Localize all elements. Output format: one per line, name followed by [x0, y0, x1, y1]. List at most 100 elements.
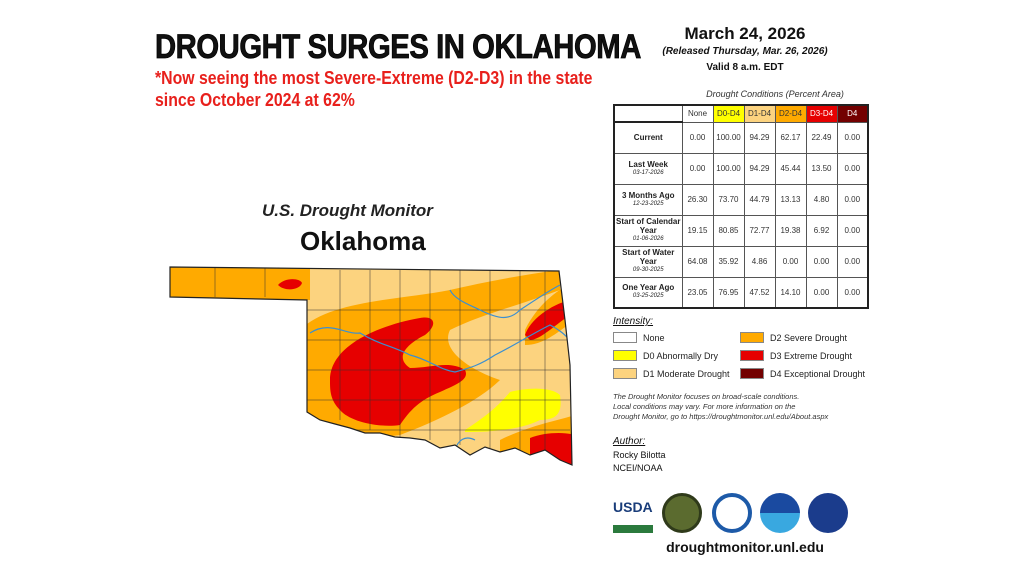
noaa-logo [760, 493, 800, 533]
row-label-text: Start of Calendar Year [616, 217, 681, 235]
nasa-logo [808, 493, 848, 533]
legend-swatch [740, 350, 764, 361]
note-line: Local conditions may vary. For more info… [613, 402, 796, 411]
d3-central [330, 317, 466, 426]
table-cell: 0.00 [836, 276, 869, 309]
table-cell: 0.00 [836, 183, 869, 216]
note-line: The Drought Monitor focuses on broad-sca… [613, 392, 800, 401]
row-label-text: Start of Water Year [622, 248, 675, 266]
table-cell: 62.17 [774, 121, 807, 154]
usda-logo: USDA [613, 493, 653, 533]
table-cell: 47.52 [743, 276, 776, 309]
row-label: Last Week 03-17-2026 [613, 152, 683, 185]
author-heading: Author: [613, 436, 646, 447]
legend-title: Intensity: [613, 316, 654, 327]
table-cell: 0.00 [836, 121, 869, 154]
table-row: 3 Months Ago 12-23-2025 26.30 73.70 44.79 13.… [613, 183, 869, 216]
row-date: 03-25-2025 [632, 293, 664, 300]
release-date: (Released Thursday, Mar. 26, 2026) [662, 46, 828, 57]
d3-panhandle [278, 279, 302, 290]
row-label: One Year Ago 03-25-2025 [613, 276, 683, 309]
note-line: Drought Monitor, go to https://droughtmo… [613, 412, 829, 421]
table-cell: 0.00 [805, 245, 838, 278]
report-date: March 24, 2026 [684, 24, 806, 43]
d3-southeast [530, 433, 572, 465]
legend-label: None [643, 332, 665, 343]
table-cell: 26.30 [681, 183, 714, 216]
row-date: 01-06-2026 [632, 236, 664, 242]
col-none: None [681, 104, 714, 123]
website-url: droughtmonitor.unl.edu [666, 539, 824, 555]
table-cell: 4.86 [743, 245, 776, 278]
map-title: U.S. Drought Monitor [262, 201, 433, 220]
table-cell: 45.44 [774, 152, 807, 185]
table-cell: 94.29 [743, 152, 776, 185]
table-cell: 4.80 [805, 183, 838, 216]
col-d3-d4: D3-D4 [805, 104, 838, 123]
d0-southeast [465, 388, 561, 432]
legend-label: D2 Severe Drought [770, 332, 848, 343]
row-label-text: Current [633, 133, 663, 143]
oklahoma-drought-map [169, 266, 573, 466]
disclaimer-note: The Drought Monitor focuses on broad-sca… [613, 392, 883, 422]
table-row: One Year Ago 03-25-2025 23.05 76.95 47.52 14.… [613, 276, 869, 309]
legend-item: D3 Extreme Drought [740, 350, 852, 361]
legend-label: D3 Extreme Drought [770, 350, 853, 361]
col-d1-d4: D1-D4 [743, 104, 776, 123]
row-date: 12-23-2025 [632, 200, 664, 207]
table-cell: 72.77 [743, 214, 776, 247]
d2-panhandle [170, 267, 310, 300]
table-row: Current 0.00 100.00 94.29 62.17 22.49 0.00 [613, 121, 869, 154]
table-cell: 23.05 [681, 276, 714, 309]
author-name: Rocky Bilotta [613, 450, 666, 460]
legend-item: D4 Exceptional Drought [740, 368, 865, 379]
author-org: NCEI/NOAA [613, 463, 663, 473]
drought-conditions-table: None D0-D4 D1-D4 D2-D4 D3-D4 D4 Current 0… [613, 104, 869, 309]
table-cell: 73.70 [712, 183, 745, 216]
table-cell: 44.79 [743, 183, 776, 216]
table-cell: 64.08 [681, 245, 714, 278]
legend-item: D0 Abnormally Dry [613, 350, 718, 361]
legend-item: D1 Moderate Drought [613, 368, 730, 379]
table-cell: 0.00 [681, 152, 714, 185]
table-cell: 13.50 [805, 152, 838, 185]
row-date: 09-30-2025 [632, 267, 664, 273]
row-label: 3 Months Ago 12-23-2025 [613, 183, 683, 216]
legend-item: None [613, 332, 665, 343]
row-label: Start of Calendar Year 01-06-2026 [613, 214, 683, 247]
legend-label: D1 Moderate Drought [643, 368, 730, 379]
col-d4: D4 [836, 104, 869, 123]
legend-label: D0 Abnormally Dry [643, 350, 719, 361]
legend-swatch [613, 368, 637, 379]
map-state-name: Oklahoma [300, 226, 426, 256]
legend-swatch [613, 332, 637, 343]
table-row: Last Week 03-17-2026 0.00 100.00 94.29 45.44 1… [613, 152, 869, 185]
table-cell: 6.92 [805, 214, 838, 247]
row-date: 03-17-2026 [632, 169, 664, 176]
corner-cell [614, 105, 682, 123]
table-cell: 80.85 [712, 214, 745, 247]
table-cell: 35.92 [712, 245, 745, 278]
table-cell: 0.00 [836, 152, 869, 185]
table-cell: 94.29 [743, 121, 776, 154]
table-cell: 14.10 [774, 276, 807, 309]
table-cell: 0.00 [836, 245, 869, 278]
table-row: Start of Water Year 09-30-2025 64.08 35.92 4… [613, 245, 869, 278]
headline: DROUGHT SURGES IN OKLAHOMA [155, 28, 642, 67]
table-cell: 100.00 [712, 121, 745, 154]
table-cell: 13.13 [774, 183, 807, 216]
valid-time: Valid 8 a.m. EDT [706, 62, 784, 73]
legend-swatch [740, 368, 764, 379]
legend-item: D2 Severe Drought [740, 332, 847, 343]
table-cell: 0.00 [774, 245, 807, 278]
table-cell: 100.00 [712, 152, 745, 185]
subheadline-line-1: *Now seeing the most Severe-Extreme (D2-… [155, 68, 593, 88]
table-cell: 19.15 [681, 214, 714, 247]
legend-swatch [740, 332, 764, 343]
col-d2-d4: D2-D4 [774, 104, 807, 123]
row-label: Current [613, 121, 683, 154]
legend-label: D4 Exceptional Drought [770, 368, 866, 379]
row-label-text: Last Week [628, 159, 668, 169]
row-label-text: One Year Ago [622, 283, 675, 293]
subheadline-line-2: since October 2024 at 62% [155, 90, 355, 110]
